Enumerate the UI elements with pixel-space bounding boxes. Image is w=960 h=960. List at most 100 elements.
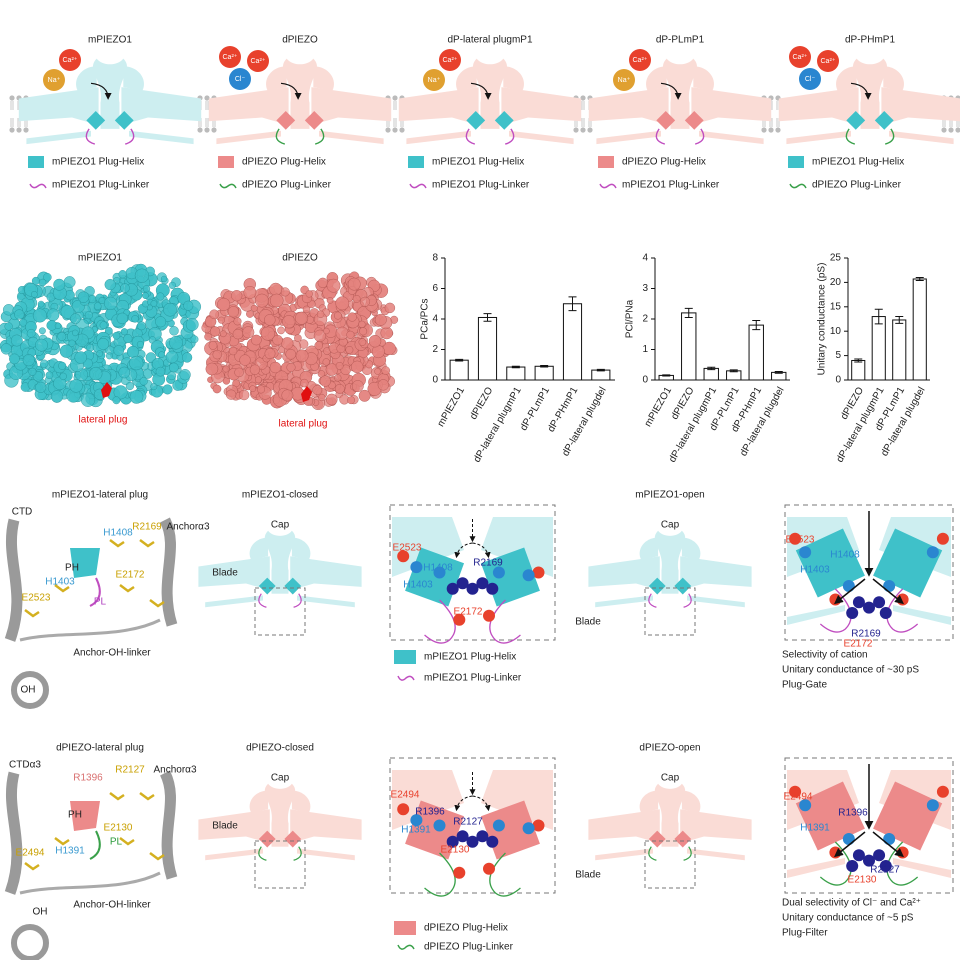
surface-bead: [209, 309, 219, 320]
surface-bead: [238, 389, 250, 401]
surface-bead: [322, 358, 330, 366]
bar: [871, 316, 886, 381]
y-axis-label: Unitary conductance (pS): [817, 263, 828, 376]
cap-lobe: [836, 66, 857, 91]
zoom-linker: [886, 841, 919, 886]
surface-bead: [59, 344, 74, 358]
surface-bead: [150, 300, 158, 307]
cap-lobe: [503, 66, 524, 91]
ion-label: Ca²⁺: [443, 57, 458, 64]
half: [501, 66, 582, 145]
bar: [506, 366, 526, 381]
plug-linker: [655, 128, 666, 145]
ion: [613, 69, 635, 91]
surface-bead: [335, 296, 350, 311]
surface-bead: [162, 384, 173, 395]
ion-arrow: [472, 795, 491, 812]
pore: [661, 569, 679, 594]
cap: [283, 58, 317, 104]
zoom-linker: [424, 852, 456, 897]
y-tick-label: 20: [830, 277, 842, 288]
zoom-region: [254, 840, 306, 889]
beam: [406, 130, 471, 145]
blade: [311, 87, 392, 126]
channel-cartoon: [778, 58, 960, 145]
surface-bead: [22, 354, 35, 367]
y-tick-label: 5: [835, 350, 841, 361]
legend-swatch: [28, 156, 44, 168]
blade: [691, 87, 772, 126]
surface-bead: [104, 326, 113, 335]
pore: [661, 822, 679, 847]
panel-title: dP-lateral plugmP1: [447, 35, 532, 46]
legend-swatch: [29, 183, 47, 189]
legend-label: mPIEZO1 Plug-Linker: [424, 673, 522, 684]
panel-title: dP-PLmP1: [656, 35, 705, 46]
ion: [229, 68, 251, 90]
oh-ring: [11, 671, 49, 709]
surface-bead: [118, 270, 127, 279]
helix-ribbon: [159, 517, 178, 627]
legend-swatch: [219, 183, 237, 189]
lipid-head: [392, 95, 398, 101]
residue-label: R1396: [73, 773, 103, 784]
y-tick-label: 0: [642, 375, 648, 386]
residue-dot: [863, 601, 875, 614]
residue-label: R2127: [453, 817, 483, 828]
surface-bead: [39, 327, 46, 335]
residue-dot: [397, 550, 410, 563]
blade: [680, 556, 752, 591]
surface-bead: [99, 321, 108, 330]
surface-bead: [368, 335, 382, 348]
lipid-head: [580, 95, 586, 101]
residue-dot: [397, 803, 410, 816]
zoom-beam: [787, 605, 845, 625]
bar: [681, 312, 697, 381]
zoom-beam: [893, 605, 951, 625]
surface-bead: [50, 390, 64, 403]
residue-label: H1391: [800, 823, 830, 834]
bar: [851, 359, 866, 381]
residue-label: H1391: [401, 825, 431, 836]
surface-bead: [295, 311, 309, 325]
side-chain: [119, 584, 135, 593]
surface-bead: [84, 311, 94, 320]
legend-label: dPIEZO Plug-Helix: [424, 923, 508, 934]
residue-dot: [926, 799, 939, 812]
surface-bead: [374, 368, 381, 375]
surface-bead: [106, 352, 113, 360]
half: [691, 66, 772, 145]
zoom-blade: [392, 770, 464, 830]
legend-label: mPIEZO1 Plug-Helix: [812, 157, 904, 168]
residue-dot: [799, 799, 812, 812]
side-chain: [54, 584, 70, 593]
surface-bead: [249, 364, 261, 375]
surface-bead: [242, 326, 255, 339]
plug-helix: [258, 577, 276, 595]
surface-bead: [150, 383, 158, 391]
lipid-head: [9, 95, 15, 101]
lipid-head: [16, 127, 22, 133]
surface-bead: [254, 293, 269, 308]
blade: [198, 556, 270, 591]
surface-bead: [120, 328, 128, 336]
residue-label: R2169: [851, 629, 881, 640]
loop: [19, 871, 161, 895]
beam: [216, 130, 281, 145]
panel-title: dPIEZO-open: [639, 743, 700, 754]
surface-bead: [264, 314, 276, 326]
surface-bead: [156, 292, 165, 301]
error-bar: [662, 374, 671, 377]
cap-lobe: [639, 790, 659, 813]
pore: [480, 102, 500, 129]
residue-dot: [879, 860, 892, 872]
y-tick-label: 0: [835, 375, 841, 386]
structure-title: dPIEZO-lateral plug: [56, 743, 144, 754]
ion-label: Na⁺: [618, 77, 631, 84]
residue-dot: [846, 607, 859, 619]
y-axis-label: PCl/PNa: [625, 299, 636, 338]
surface-bead: [333, 311, 342, 320]
residue-dot: [842, 833, 855, 845]
y-tick-label: 10: [830, 326, 842, 337]
ion-arrow: [470, 82, 492, 100]
